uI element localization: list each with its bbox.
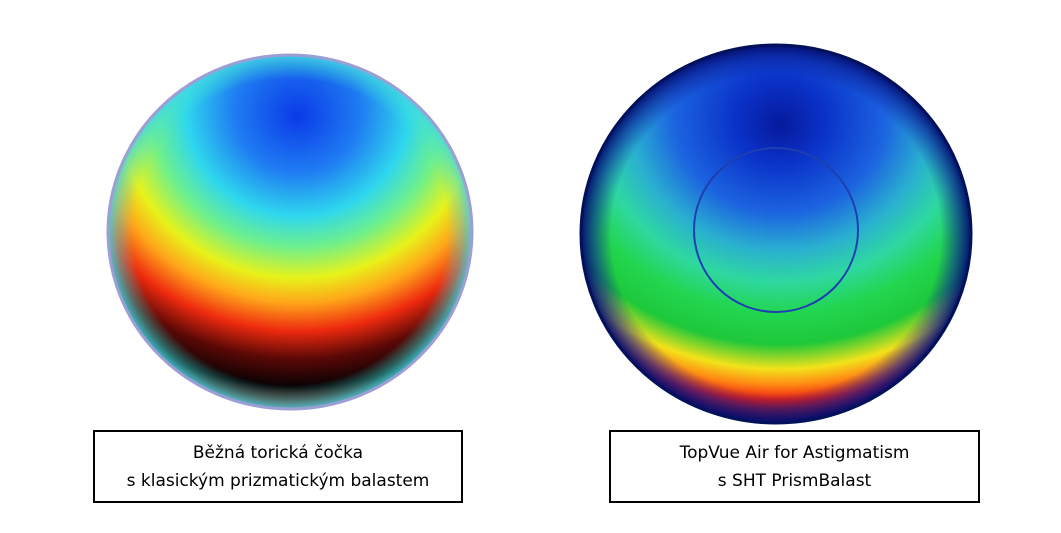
caption-line-1: TopVue Air for Astigmatism	[679, 442, 910, 463]
lens-edge-tint	[107, 54, 473, 410]
standard-toric-lens-panel: Běžná torická čočka s klasickým prizmati…	[0, 0, 530, 533]
topvue-air-lens-panel: TopVue Air for Astigmatism s SHT PrismBa…	[530, 0, 1060, 533]
optic-zone-circle	[693, 147, 859, 313]
topvue-air-lens-thickness-map	[579, 43, 973, 425]
standard-toric-lens-thickness-map	[106, 53, 474, 411]
lens-rim-tint	[580, 44, 972, 424]
topvue-air-lens-caption: TopVue Air for Astigmatism s SHT PrismBa…	[609, 430, 980, 503]
caption-line-2: s klasickým prizmatickým balastem	[126, 470, 430, 491]
caption-line-2: s SHT PrismBalast	[717, 470, 872, 491]
lens-outline	[106, 53, 474, 411]
standard-toric-lens-caption: Běžná torická čočka s klasickým prizmati…	[93, 430, 463, 503]
lens-outline	[579, 43, 973, 425]
caption-line-1: Běžná torická čočka	[192, 442, 364, 463]
